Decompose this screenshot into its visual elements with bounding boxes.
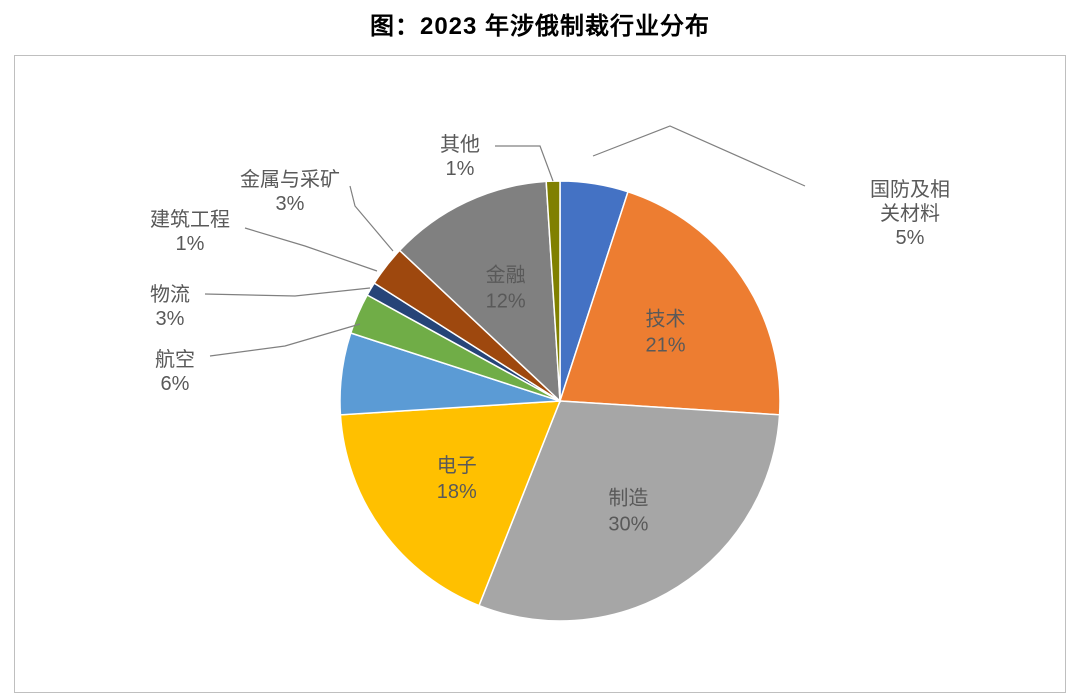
svg-text:1%: 1% <box>176 233 205 255</box>
svg-text:国防及相: 国防及相 <box>870 178 950 201</box>
svg-text:金融: 金融 <box>486 264 526 287</box>
svg-text:3%: 3% <box>276 193 305 215</box>
svg-text:金属与采矿: 金属与采矿 <box>240 168 340 191</box>
leader-line <box>210 324 360 356</box>
svg-text:6%: 6% <box>161 373 190 395</box>
slice-label-outside: 国防及相关材料5% <box>870 178 950 249</box>
leader-line <box>593 126 805 186</box>
chart-title: 图：2023 年涉俄制裁行业分布 <box>0 0 1080 41</box>
svg-text:建筑工程: 建筑工程 <box>150 208 230 231</box>
leader-line <box>205 288 370 296</box>
svg-text:30%: 30% <box>608 514 648 536</box>
svg-text:其他: 其他 <box>440 133 480 156</box>
chart-container: 技术21%制造30%电子18%金融12%国防及相关材料5%航空6%物流3%建筑工… <box>14 55 1066 693</box>
svg-text:3%: 3% <box>156 308 185 330</box>
slice-label-outside: 物流3% <box>150 283 190 330</box>
svg-text:5%: 5% <box>896 227 925 249</box>
svg-text:航空: 航空 <box>155 348 195 371</box>
slice-label-outside: 建筑工程1% <box>150 208 230 255</box>
svg-text:1%: 1% <box>446 158 475 180</box>
svg-text:21%: 21% <box>646 334 686 356</box>
leader-line <box>350 186 393 251</box>
svg-text:关材料: 关材料 <box>880 202 940 225</box>
svg-text:18%: 18% <box>437 481 477 503</box>
svg-text:制造: 制造 <box>608 487 648 510</box>
pie-chart: 技术21%制造30%电子18%金融12%国防及相关材料5%航空6%物流3%建筑工… <box>15 56 1067 692</box>
slice-label-outside: 其他1% <box>440 133 480 180</box>
leader-line <box>495 146 553 181</box>
slice-label-outside: 航空6% <box>155 348 195 395</box>
svg-text:电子: 电子 <box>437 454 477 477</box>
leader-line <box>245 228 377 271</box>
svg-text:12%: 12% <box>486 291 526 313</box>
svg-text:技术: 技术 <box>646 307 686 330</box>
svg-text:物流: 物流 <box>150 283 190 306</box>
slice-label-outside: 金属与采矿3% <box>240 168 340 215</box>
